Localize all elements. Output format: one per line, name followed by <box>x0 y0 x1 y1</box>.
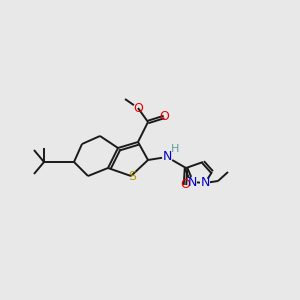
Text: S: S <box>128 170 136 184</box>
Text: O: O <box>133 101 143 115</box>
Text: O: O <box>159 110 169 124</box>
Text: N: N <box>200 176 210 190</box>
Text: H: H <box>171 144 179 154</box>
Text: O: O <box>180 178 190 191</box>
Text: N: N <box>162 151 172 164</box>
Text: N: N <box>187 176 197 188</box>
